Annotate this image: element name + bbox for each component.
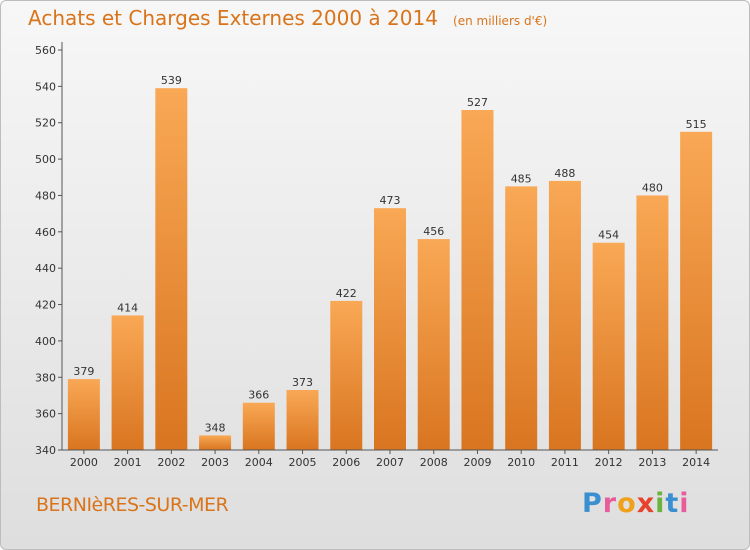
bar [680,131,713,450]
data-label: 488 [554,167,575,180]
data-label: 414 [117,301,138,314]
data-label: 373 [292,376,313,389]
y-tick-label: 560 [35,44,56,57]
logo-letter: P [582,488,603,519]
y-tick-label: 400 [35,335,56,348]
logo-letter: t [665,488,680,519]
bar [286,390,319,450]
bar [199,435,232,450]
data-label: 473 [380,194,401,207]
bar [417,239,450,450]
y-tick-label: 360 [35,408,56,421]
data-label: 515 [686,118,707,131]
x-tick-label: 2014 [682,456,710,469]
logo-letter: r [602,488,618,519]
bar [592,242,625,450]
bar [111,315,144,450]
x-tick-label: 2000 [70,456,98,469]
data-label: 456 [423,225,444,238]
logo-letter: i [655,488,666,519]
y-tick-label: 440 [35,262,56,275]
x-tick-label: 2013 [638,456,666,469]
chart-unit: (en milliers d'€) [453,14,548,28]
y-tick-label: 500 [35,153,56,166]
bar [67,379,100,450]
data-label: 379 [73,365,94,378]
y-tick-label: 540 [35,80,56,93]
x-tick-label: 2005 [289,456,317,469]
commune-name: BERNIèRES-SUR-MER [36,494,229,516]
x-tick-label: 2008 [420,456,448,469]
x-tick-label: 2012 [595,456,623,469]
bar [636,195,669,450]
y-tick-label: 520 [35,117,56,130]
x-tick-label: 2006 [332,456,360,469]
x-tick-label: 2002 [157,456,185,469]
logo-letter: x [636,488,656,519]
bar [461,110,494,450]
bar [155,88,188,450]
bars-layer: 379 414 539 348 366 373 422 473 456 527 485 488 454 4… [67,74,713,450]
x-tick-label: 2007 [376,456,404,469]
data-label: 485 [511,172,532,185]
x-tick-label: 2009 [463,456,491,469]
x-tick-label: 2003 [201,456,229,469]
data-label: 454 [598,229,619,242]
data-label: 422 [336,287,357,300]
x-tick-label: 2011 [551,456,579,469]
proxiti-logo: Proxiti [582,488,690,519]
data-label: 539 [161,74,182,87]
axes: 2000 2001 2002 2003 2004 2005 2006 2007 2008 2009… [35,42,718,469]
title-row: Achats et Charges Externes 2000 à 2014 (… [28,6,547,30]
logo-letter: i [679,488,690,519]
data-label: 527 [467,96,488,109]
logo-letter: o [617,488,637,519]
bar [548,180,581,450]
data-label: 480 [642,181,663,194]
data-label: 348 [205,421,226,434]
chart-title: Achats et Charges Externes 2000 à 2014 [28,6,438,30]
bar [374,208,406,450]
x-tick-label: 2004 [245,456,273,469]
y-tick-label: 420 [35,299,56,312]
bar [505,186,538,450]
y-tick-label: 460 [35,226,56,239]
bar [242,402,275,450]
y-tick-label: 340 [35,444,56,457]
y-tick-label: 480 [35,189,56,202]
x-tick-label: 2001 [114,456,142,469]
bar [330,300,363,450]
data-label: 366 [248,389,269,402]
x-tick-label: 2010 [507,456,535,469]
y-tick-label: 380 [35,371,56,384]
